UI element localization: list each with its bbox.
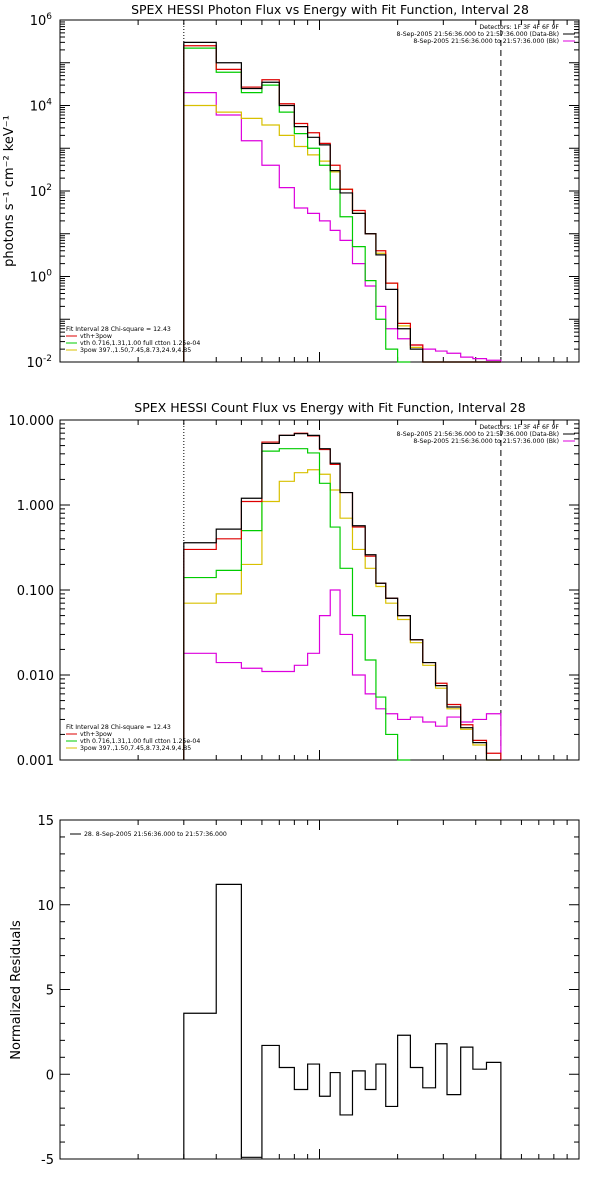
series-line-2 [183,47,411,363]
legend-entry: Detectors: 1F 3F 4F 6F 9F [479,24,559,31]
series-line-1 [183,45,501,363]
y-tick-label: 15 [37,814,54,829]
count-flux-panel: SPEX HESSI Count Flux vs Energy with Fit… [9,400,580,769]
chart-title: SPEX HESSI Photon Flux vs Energy with Fi… [131,2,529,17]
residuals-panel: Normalized Residuals -5 0 5 10 15 28. 8-Sep-2… [9,814,580,1168]
legend-entry: 8-Sep-2005 21:56:36.000 to 21:57:36.000 … [413,38,559,45]
y-axis-label: photons s⁻¹ cm⁻² keV⁻¹ [2,115,17,267]
legend-entry: Detectors: 1F 3F 4F 6F 9F [479,424,559,431]
y-tick-exponent: 0 [46,269,52,279]
y-tick-label: 10 [37,899,54,914]
legend-entry: vth 0.716,1.31,1.00 full ctton 1.25e-04 [80,340,200,347]
y-tick-label: 0.100 [17,584,54,599]
legend-entry: Fit Interval 28 Chi-square = 12.43 [66,326,171,333]
series-line-1 [183,432,502,760]
y-tick-label: 100 [30,269,53,286]
series-line-0 [183,433,501,761]
y-tick-label: 104 [30,98,53,115]
y-tick-label: 10.000 [9,414,55,429]
y-tick-label: 1.000 [17,499,54,514]
y-tick-exponent: 6 [46,12,52,22]
series-line-0 [183,883,502,1159]
legend-entry: vth 0.716,1.31,1.00 full ctton 1.25e-04 [80,738,200,745]
y-tick-base: 10 [30,185,47,200]
y-tick-base: 10 [30,271,47,286]
series-line-3 [183,104,501,363]
photon-flux-panel: SPEX HESSI Photon Flux vs Energy with Fi… [2,2,580,371]
legend-entry: vth+3pow [80,333,112,340]
legend-entry: 3pow 397.,1.50,7.45,8.73,24.9,4.85 [80,745,191,752]
y-tick-label: 0 [46,1068,54,1083]
series-line-4 [183,92,502,362]
y-tick-label: 10-2 [26,354,52,371]
legend-entry: 28. 8-Sep-2005 21:56:36.000 to 21:57:36.… [84,831,227,838]
chart-title: SPEX HESSI Count Flux vs Energy with Fit… [134,400,525,415]
legend-entry: vth+3pow [80,731,112,738]
y-tick-exponent: -2 [43,354,52,364]
y-tick-label: 5 [46,984,54,999]
legend-entry: 8-Sep-2005 21:56:36.000 to 21:57:36.000 … [397,431,559,438]
y-axis-label: Normalized Residuals [9,920,24,1060]
legend-entry: Fit Interval 28 Chi-square = 12.43 [66,724,171,731]
y-tick-label: 0.001 [17,754,54,769]
series-line-3 [183,469,501,761]
y-tick-label: 0.010 [17,669,54,684]
legend-entry: 8-Sep-2005 21:56:36.000 to 21:57:36.000 … [413,438,559,445]
y-tick-exponent: 2 [46,183,52,193]
series-line-4 [183,589,502,760]
legend-entry: 3pow 397.,1.50,7.45,8.73,24.9,4.85 [80,347,191,354]
y-tick-base: 10 [30,100,47,115]
y-axis-label-text: photons s⁻¹ cm⁻² keV⁻¹ [2,115,17,267]
y-tick-base: 10 [30,14,47,29]
series-line-0 [183,41,501,363]
y-tick-label: 102 [30,183,52,200]
y-tick-base: 10 [26,356,43,371]
y-tick-label: -5 [41,1153,54,1168]
legend-entry: 8-Sep-2005 21:56:36.000 to 21:57:36.000 … [397,31,559,38]
series-line-2 [183,448,411,761]
y-tick-label: 106 [30,12,53,29]
y-tick-exponent: 4 [46,98,52,108]
